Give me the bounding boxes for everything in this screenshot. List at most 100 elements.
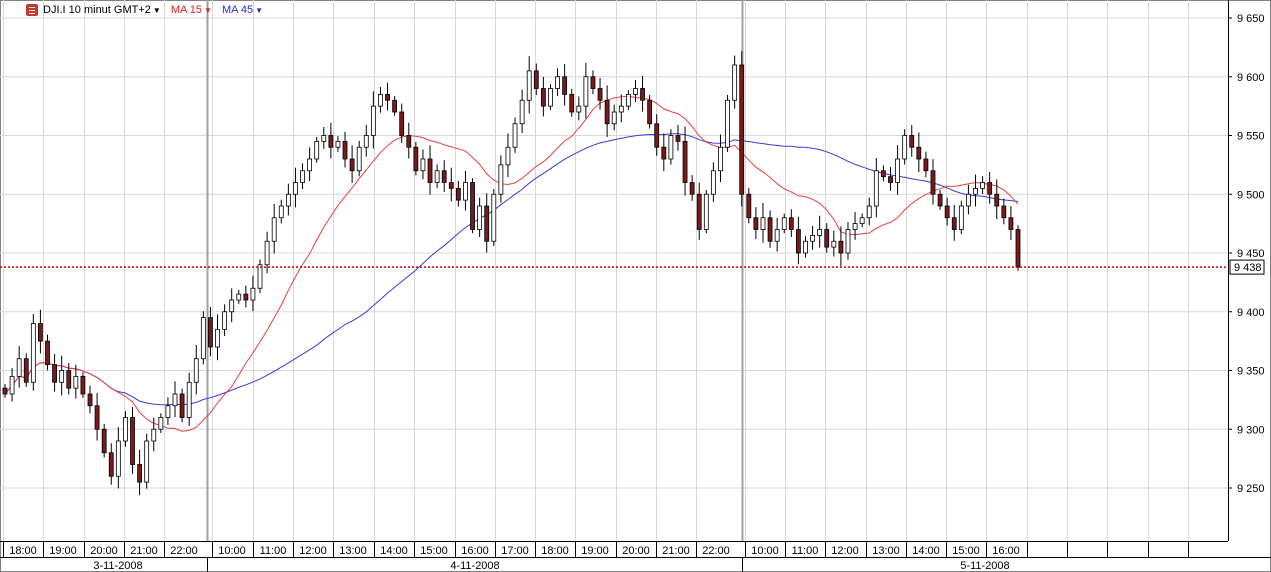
ma-fast-label: MA 15 bbox=[170, 4, 203, 16]
candle-body bbox=[760, 217, 766, 230]
dropdown-arrow-icon[interactable]: ▼ bbox=[152, 5, 161, 15]
candle-body bbox=[682, 140, 688, 183]
price-axis[interactable]: 9 250 9 300 9 350 9 400 9 450 9 500 9 550 9 600… bbox=[1228, 0, 1265, 541]
candle-body bbox=[243, 293, 249, 301]
candle-body bbox=[852, 223, 858, 230]
candle-body bbox=[866, 205, 872, 219]
candle-body bbox=[250, 287, 256, 301]
candle-body bbox=[356, 146, 362, 172]
candle-body bbox=[208, 317, 213, 348]
candle-body bbox=[399, 111, 405, 136]
dropdown-arrow-icon[interactable]: ▼ bbox=[255, 5, 264, 15]
candle-body bbox=[165, 405, 171, 418]
candle-body bbox=[448, 182, 454, 189]
symbol-label: DJI.I 10 minut GMT+2 bbox=[43, 4, 151, 16]
dropdown-arrow-icon[interactable]: ▼ bbox=[204, 5, 212, 15]
candle-body bbox=[307, 158, 313, 172]
candle-body bbox=[1001, 205, 1007, 219]
x-tick-label: 13:00 bbox=[339, 545, 367, 557]
x-tick-label: 14:00 bbox=[912, 545, 940, 557]
candles bbox=[2, 51, 1021, 496]
candle-body bbox=[264, 240, 270, 266]
candle-body bbox=[668, 135, 674, 160]
candle-body bbox=[767, 217, 773, 242]
candle-body bbox=[618, 105, 624, 113]
candle-body bbox=[696, 193, 702, 230]
candle-body bbox=[144, 440, 150, 483]
ma-fast-selector[interactable]: MA 15 ▼ bbox=[171, 4, 212, 16]
candle-body bbox=[930, 170, 936, 195]
candle-body bbox=[937, 193, 943, 207]
candle-body bbox=[533, 70, 539, 89]
candle-body bbox=[278, 205, 284, 219]
candle-body bbox=[477, 205, 483, 230]
candle-body bbox=[193, 358, 199, 383]
ma-slow-selector[interactable]: MA 45 ▼ bbox=[222, 4, 263, 16]
candle-body bbox=[385, 93, 390, 101]
candle-body bbox=[23, 358, 29, 383]
date-label: 5-11-2008 bbox=[960, 560, 1009, 572]
y-tick-label: 9 300 bbox=[1237, 424, 1265, 436]
candle-body bbox=[845, 229, 851, 254]
candle-body bbox=[824, 229, 830, 248]
candle-body bbox=[888, 176, 893, 183]
candle-body bbox=[817, 229, 823, 236]
candle-body bbox=[540, 88, 546, 107]
candle-body bbox=[966, 193, 971, 207]
x-tick-label: 14:00 bbox=[380, 545, 408, 557]
candle-body bbox=[158, 417, 164, 430]
x-tick-label: 22:00 bbox=[170, 545, 198, 557]
candle-body bbox=[349, 158, 355, 172]
candle-body bbox=[80, 375, 86, 395]
candle-body bbox=[689, 182, 695, 195]
candle-body bbox=[838, 240, 844, 254]
candle-body bbox=[484, 205, 490, 242]
time-axis[interactable]: 18:00 19:00 20:00 21:00 22:00 10:00 11:00 12:00… bbox=[0, 541, 1271, 572]
candle-body bbox=[718, 146, 723, 172]
candle-body bbox=[505, 146, 511, 166]
x-tick-label: 11:00 bbox=[260, 545, 287, 557]
x-tick-label: 11:00 bbox=[792, 545, 819, 557]
candle-body bbox=[980, 182, 985, 189]
y-tick-label: 9 500 bbox=[1237, 189, 1265, 201]
x-tick-label: 16:00 bbox=[461, 545, 489, 557]
chart-legend: DJI.I 10 minut GMT+2 ▼ MA 15 ▼ MA 45 ▼ bbox=[26, 3, 263, 17]
candle-body bbox=[406, 135, 412, 148]
candle-body bbox=[625, 93, 631, 107]
candle-body bbox=[151, 428, 157, 442]
candle-body bbox=[470, 182, 475, 230]
x-tick-label: 17:00 bbox=[501, 545, 529, 557]
candle-body bbox=[1015, 229, 1021, 268]
candle-body bbox=[654, 123, 660, 148]
candle-body bbox=[703, 193, 709, 230]
candle-body bbox=[378, 93, 383, 107]
candle-body bbox=[647, 99, 653, 125]
candle-body bbox=[130, 417, 135, 465]
candle-body bbox=[555, 76, 560, 89]
candle-body bbox=[257, 264, 263, 289]
x-tick-label: 19:00 bbox=[49, 545, 77, 557]
x-tick-label: 10:00 bbox=[751, 545, 779, 557]
candle-body bbox=[9, 375, 15, 395]
chart-menu-icon[interactable] bbox=[26, 4, 38, 16]
candle-body bbox=[455, 187, 461, 201]
x-tick-label: 12:00 bbox=[299, 545, 327, 557]
current-price-label: 9 438 bbox=[1234, 262, 1262, 274]
symbol-selector[interactable]: DJI.I 10 minut GMT+2 ▼ bbox=[26, 4, 161, 16]
candle-body bbox=[810, 234, 815, 242]
candle-body bbox=[16, 358, 22, 377]
candle-body bbox=[781, 217, 787, 230]
x-tick-label: 13:00 bbox=[872, 545, 900, 557]
candle-body bbox=[902, 135, 908, 160]
candle-body bbox=[215, 328, 220, 348]
candle-body bbox=[321, 135, 327, 142]
candle-body bbox=[909, 135, 915, 148]
candle-body bbox=[73, 375, 79, 389]
candle-body bbox=[1008, 217, 1014, 230]
candle-body bbox=[774, 229, 780, 242]
current-price-marker: 9 438 bbox=[0, 259, 1265, 275]
candle-body bbox=[2, 387, 8, 395]
candle-body bbox=[923, 158, 929, 172]
date-label: 3-11-2008 bbox=[93, 560, 142, 572]
